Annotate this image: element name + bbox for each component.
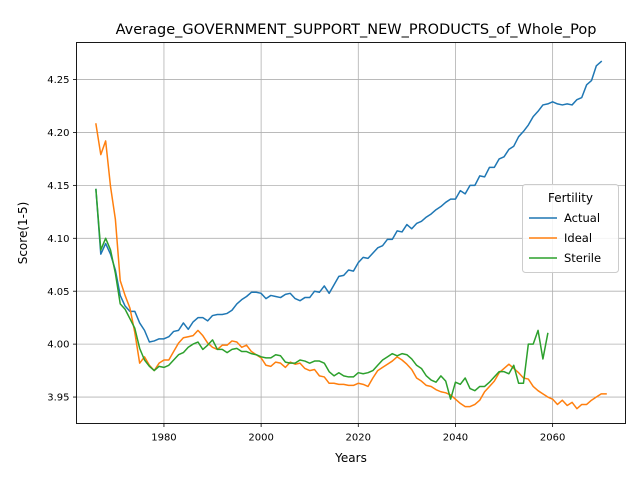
x-tick-label: 1980 bbox=[151, 433, 176, 444]
y-tick-label: 4.05 bbox=[47, 287, 69, 298]
legend-title: Fertility bbox=[548, 191, 593, 205]
legend-box bbox=[522, 184, 619, 273]
y-axis-label: Score(1-5) bbox=[16, 202, 30, 265]
y-tick-label: 4.20 bbox=[47, 128, 69, 139]
y-tick-label: 4.25 bbox=[47, 75, 69, 86]
y-tick-label: 4.15 bbox=[47, 181, 69, 192]
x-axis-label: Years bbox=[334, 451, 367, 465]
legend-entry-actual: Actual bbox=[529, 211, 600, 225]
legend: Fertility Actual Ideal Sterile bbox=[522, 184, 619, 273]
y-tick-label: 4.10 bbox=[47, 234, 69, 245]
legend-entry-ideal: Ideal bbox=[529, 231, 592, 245]
series-line-ideal bbox=[95, 123, 607, 410]
y-tick-label: 3.95 bbox=[47, 393, 69, 404]
plot-frame bbox=[76, 42, 626, 424]
series-layer bbox=[95, 60, 607, 410]
series-line-actual bbox=[95, 60, 603, 343]
legend-label-actual: Actual bbox=[564, 211, 600, 225]
x-tick-label: 2060 bbox=[540, 433, 565, 444]
x-tick-label: 2000 bbox=[248, 433, 273, 444]
chart-title: Average_GOVERNMENT_SUPPORT_NEW_PRODUCTS_… bbox=[116, 22, 597, 38]
legend-label-sterile: Sterile bbox=[564, 251, 601, 265]
series-line-sterile bbox=[95, 188, 549, 400]
legend-label-ideal: Ideal bbox=[564, 231, 592, 245]
legend-entry-sterile: Sterile bbox=[529, 251, 601, 265]
x-tick-label: 2040 bbox=[443, 433, 468, 444]
x-tick-label: 2020 bbox=[346, 433, 371, 444]
y-tick-label: 4.00 bbox=[47, 340, 69, 351]
ticks: 1980 2000 2020 2040 2060 3.95 4.00 4.05 4.10 4.15… bbox=[47, 75, 565, 443]
